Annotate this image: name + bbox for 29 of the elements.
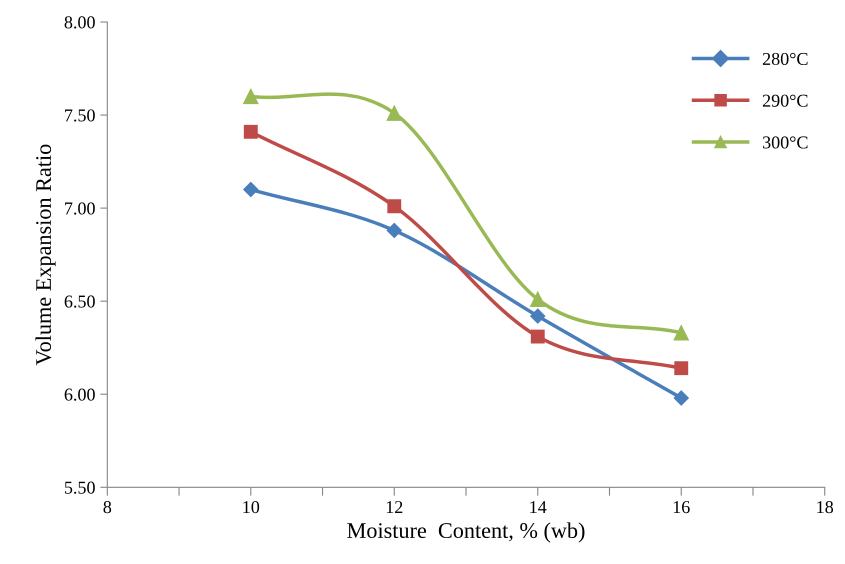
y-axis-title: Volume Expansion Ratio <box>35 144 56 366</box>
point <box>243 182 258 198</box>
point <box>674 390 689 406</box>
legend-label: 280°C <box>762 52 808 66</box>
point <box>530 308 546 324</box>
y-tick-label: 6.50 <box>64 295 95 308</box>
x-axis-title: Moisture Content, % (wb) <box>347 522 584 543</box>
point <box>386 222 402 238</box>
point <box>243 88 258 104</box>
point <box>530 330 545 344</box>
x-tick-label: 18 <box>817 501 834 514</box>
point <box>386 106 402 121</box>
y-tick-label: 8.00 <box>64 16 95 29</box>
x-tick-label: 10 <box>243 501 260 514</box>
x-tick-label: 14 <box>530 501 547 514</box>
point <box>387 199 402 214</box>
y-tick-label: 5.50 <box>64 482 95 494</box>
point <box>244 124 258 139</box>
x-tick-label: 16 <box>674 501 690 514</box>
x-tick-label: 8 <box>103 501 112 514</box>
y-tick-label: 7.50 <box>65 109 95 122</box>
y-tick-label: 6.00 <box>64 388 95 401</box>
point <box>530 292 546 307</box>
x-tick-label: 12 <box>386 501 402 514</box>
legend-label: 290°C <box>762 94 808 107</box>
point <box>674 325 689 340</box>
y-tick-label: 7.00 <box>65 202 95 215</box>
legend-label: 300°C <box>762 136 808 149</box>
point <box>674 361 688 376</box>
